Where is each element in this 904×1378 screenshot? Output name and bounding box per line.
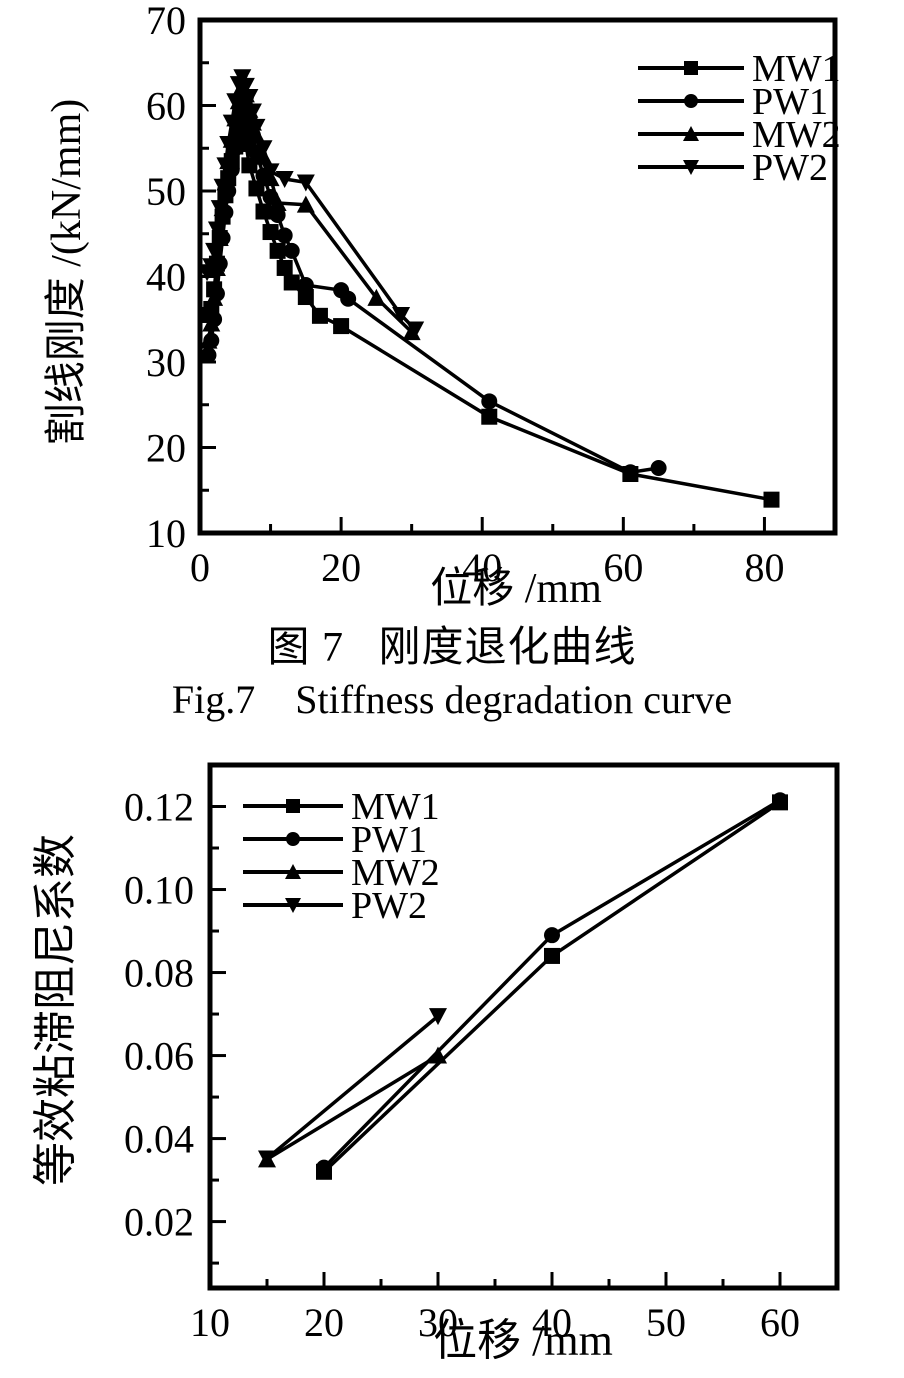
legend-label: PW2 (351, 885, 427, 927)
x-tick-label: 20 (304, 1300, 344, 1345)
legend-label: PW1 (351, 819, 427, 861)
y-tick-label: 60 (146, 84, 186, 129)
x-axis-label: 位移 /mm (433, 1316, 613, 1365)
caption-en: Fig.7 Stiffness degradation curve (171, 677, 733, 722)
legend-item-MW2: MW2 (243, 852, 440, 894)
legend-item-PW1: PW1 (243, 819, 427, 861)
stiffness-degradation-chart: 0 20 40 60 80 10 20 30 40 50 60 70 位移 /mm 割线刚度 /(kN/m… (44, 0, 841, 612)
tick-labels: 10 20 30 40 50 60 0.02 0.04 0.06 0.08 0.10 0.12 (124, 785, 800, 1345)
legend-item-PW1: PW1 (638, 81, 828, 123)
x-tick-label: 10 (190, 1300, 230, 1345)
x-tick-label: 20 (321, 545, 361, 590)
y-tick-label: 50 (146, 169, 186, 214)
figure-captions: 图 7 刚度退化曲线 Fig.7 Stiffness degradation c… (0, 622, 904, 742)
axes (207, 762, 840, 1291)
damping-coefficient-chart: 10 20 30 40 50 60 0.02 0.04 0.06 0.08 0.10 0.12 位移 /… (31, 762, 840, 1365)
y-tick-label: 10 (146, 511, 186, 556)
x-tick-label: 30 (418, 1300, 458, 1345)
x-tick-label: 80 (744, 545, 784, 590)
legend-label: MW2 (752, 114, 841, 156)
y-axis-label: 等效粘滞阻尼系数 (31, 834, 80, 1186)
legend-label: MW1 (752, 48, 841, 90)
y-tick-label: 0.10 (124, 868, 194, 913)
legend-label: PW2 (752, 147, 828, 189)
x-tick-label: 50 (646, 1300, 686, 1345)
y-tick-label: 20 (146, 426, 186, 471)
legend-label: PW1 (752, 81, 828, 123)
x-tick-label: 60 (603, 545, 643, 590)
legend-item-PW2: PW2 (638, 147, 828, 189)
y-tick-label: 0.06 (124, 1034, 194, 1079)
series-PW2 (258, 1008, 447, 1168)
caption-zh: 图 7 刚度退化曲线 (267, 625, 637, 671)
legend-label: MW2 (351, 852, 440, 894)
series-PW1 (200, 88, 667, 481)
legend-label: MW1 (351, 786, 440, 828)
tick-labels: 0 20 40 60 80 10 20 30 40 50 60 70 (146, 0, 784, 590)
y-tick-label: 0.02 (124, 1200, 194, 1245)
y-tick-label: 0.12 (124, 785, 194, 830)
y-tick-label: 30 (146, 340, 186, 385)
legend-item-MW1: MW1 (638, 48, 841, 90)
series-PW1 (316, 792, 788, 1176)
legend-item-MW1: MW1 (243, 786, 440, 828)
legend-item-MW2: MW2 (638, 114, 841, 156)
y-tick-label: 0.08 (124, 951, 194, 996)
y-tick-label: 70 (146, 0, 186, 43)
x-tick-label: 40 (462, 545, 502, 590)
y-tick-label: 40 (146, 255, 186, 300)
x-tick-label: 40 (532, 1300, 572, 1345)
y-axis-label: 割线刚度 /(kN/mm) (44, 99, 90, 445)
series-MW2 (258, 1046, 447, 1168)
series-PW2 (198, 69, 425, 339)
x-tick-label: 60 (760, 1300, 800, 1345)
x-axis-label: 位移 /mm (430, 565, 602, 612)
x-tick-label: 0 (190, 545, 210, 590)
y-tick-label: 0.04 (124, 1117, 194, 1162)
legend-item-PW2: PW2 (243, 885, 427, 927)
